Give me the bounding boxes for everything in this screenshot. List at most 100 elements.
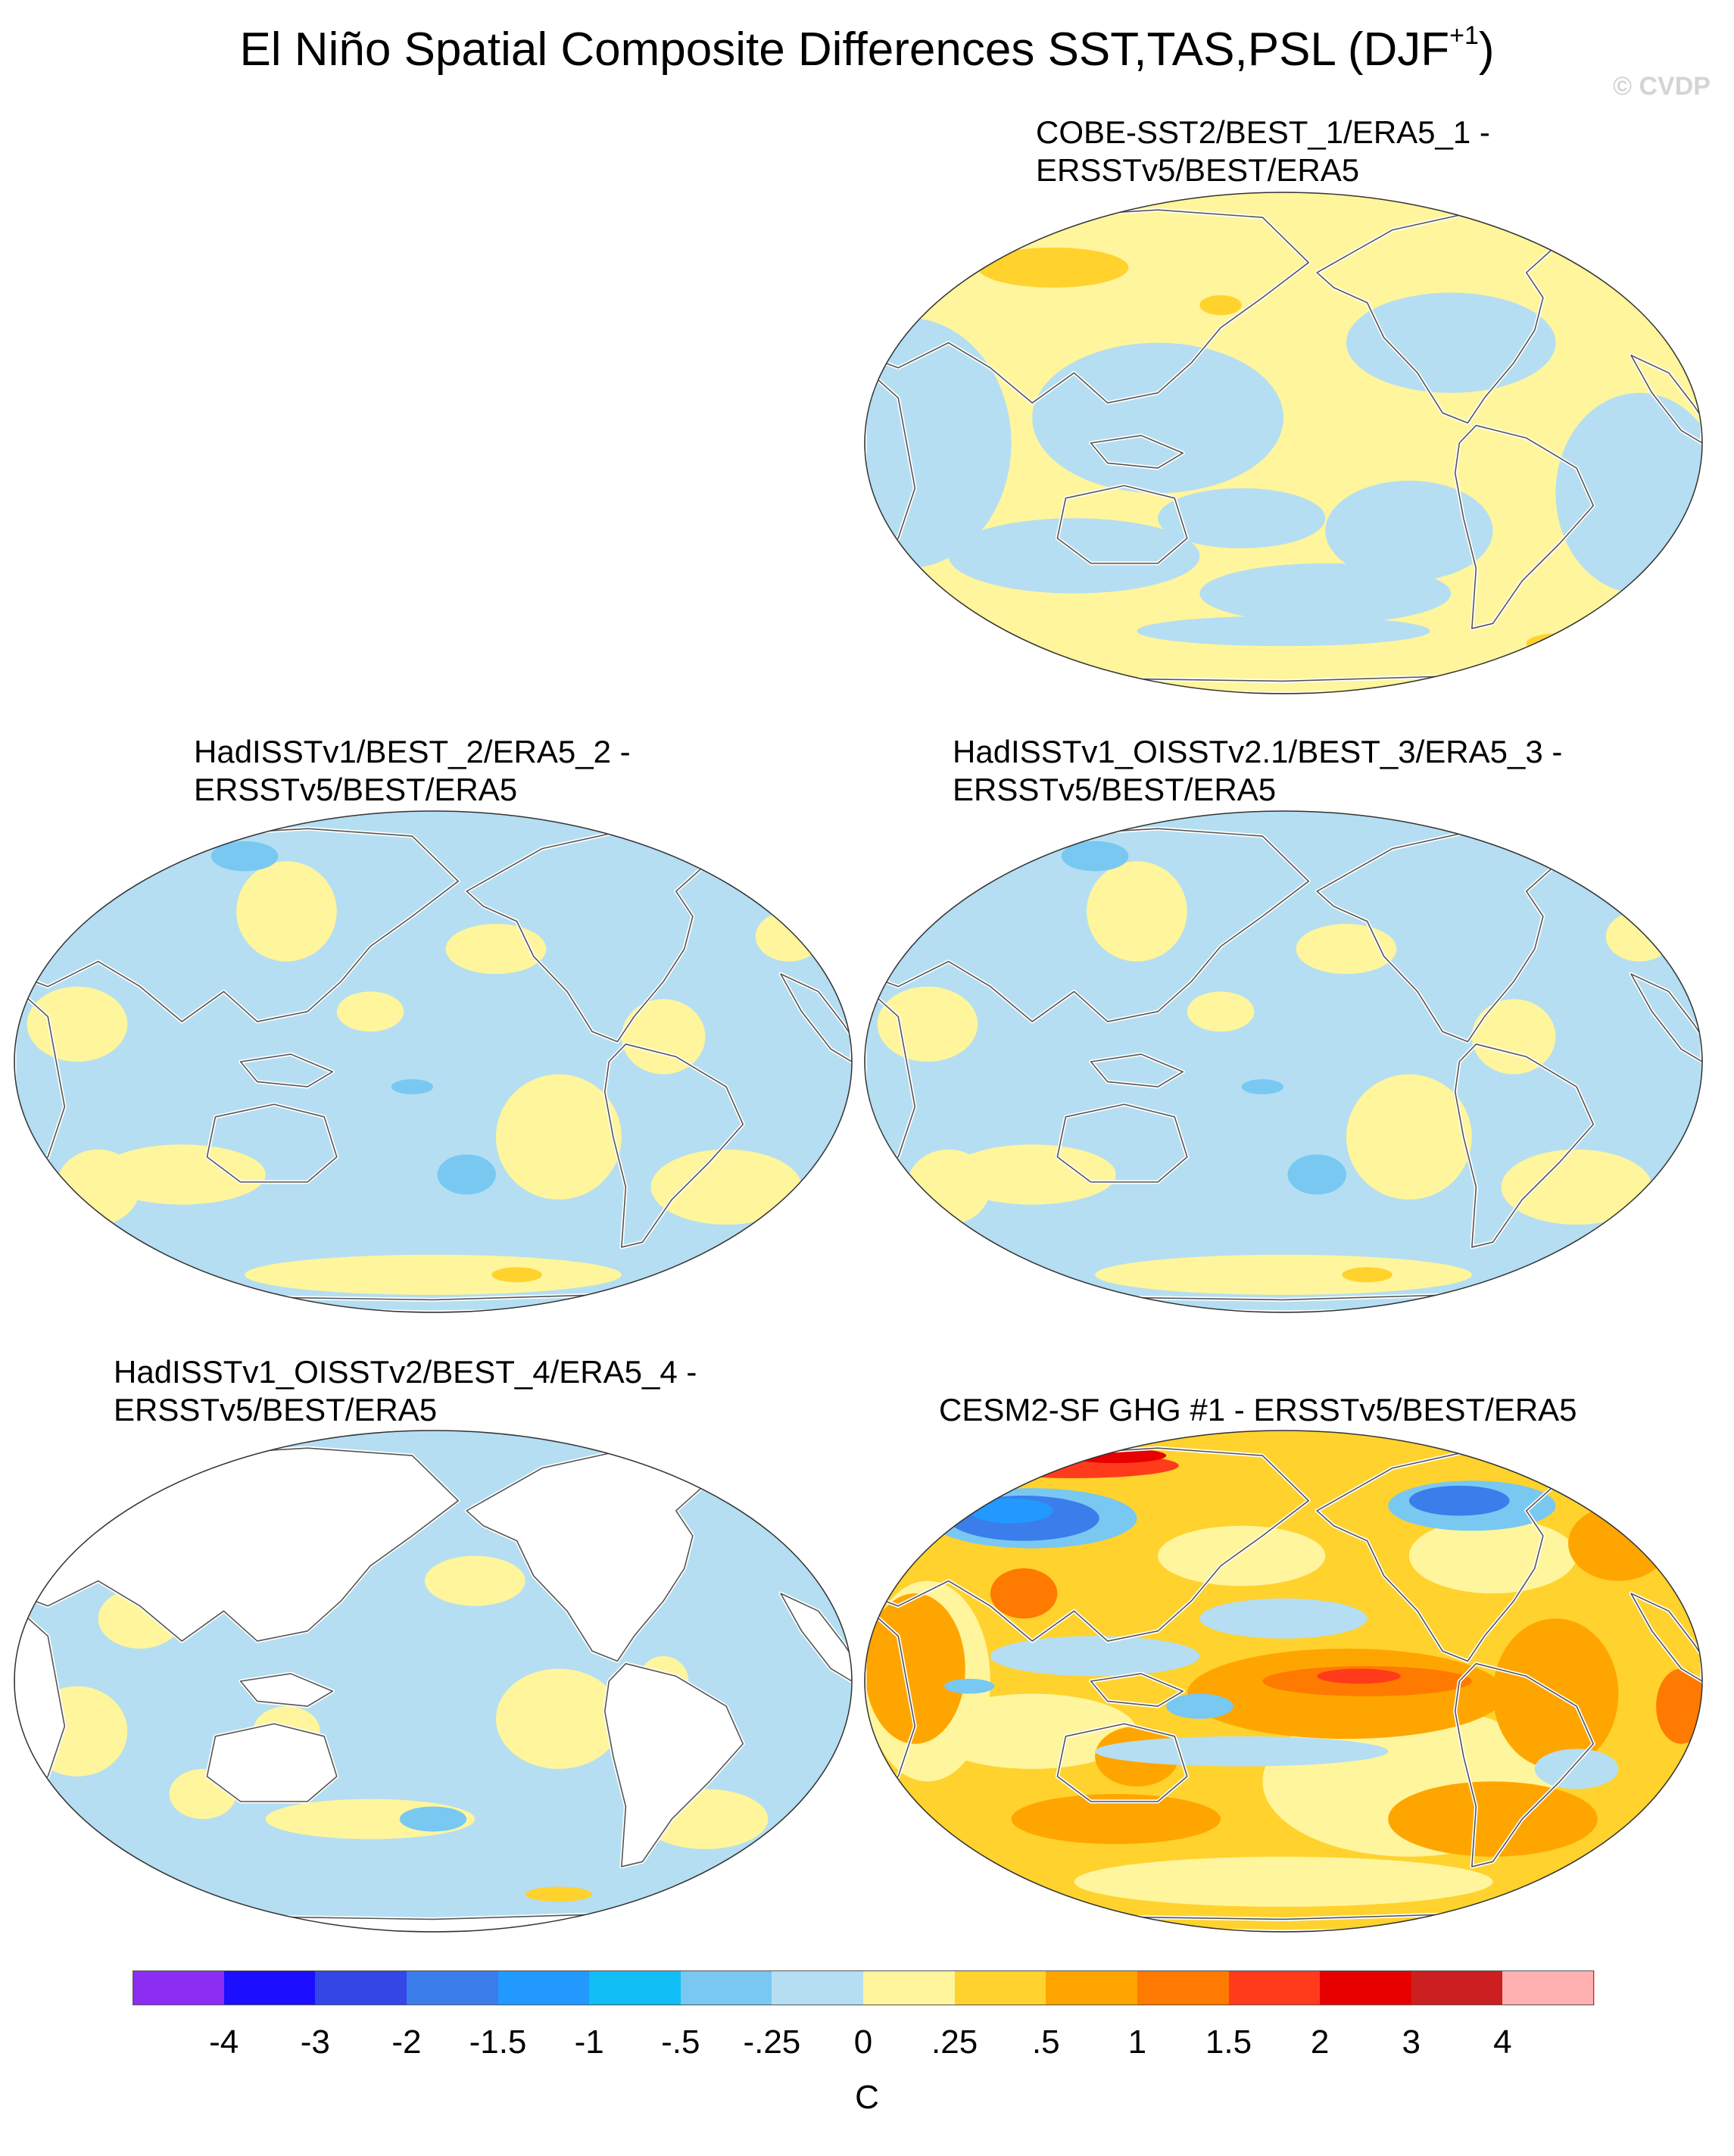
map-panel-1 — [864, 192, 1703, 694]
anomaly-patch — [1095, 1736, 1389, 1767]
map-field — [865, 192, 1702, 694]
colorbar-frame — [133, 1970, 1594, 2005]
colorbar-tick-label: -.5 — [661, 2023, 700, 2061]
anomaly-patch — [399, 1806, 467, 1832]
anomaly-patch — [1656, 1668, 1702, 1744]
colorbar-box — [1046, 1970, 1138, 2005]
anomaly-patch — [1605, 911, 1673, 962]
anomaly-patch — [1199, 1598, 1368, 1639]
colorbar-box — [1411, 1970, 1503, 2005]
anomaly-patch — [1166, 1693, 1233, 1719]
anomaly-patch — [525, 1886, 593, 1902]
anomaly-patch — [1501, 1149, 1652, 1225]
land-outline-eurasia — [14, 1447, 459, 1642]
anomaly-patch — [1388, 1781, 1598, 1857]
colorbar-box — [772, 1970, 864, 2005]
colorbar-tick-label: 3 — [1402, 2023, 1421, 2061]
land-outline-maritime — [1090, 1053, 1184, 1087]
anomaly-patch — [1087, 861, 1187, 962]
anomaly-patch — [1346, 1074, 1472, 1200]
anomaly-patch — [877, 986, 978, 1062]
map-field — [14, 811, 852, 1312]
anomaly-patch — [445, 923, 547, 975]
anomaly-patch — [495, 1074, 622, 1200]
anomaly-patch — [1471, 999, 1556, 1075]
anomaly-patch — [1241, 1079, 1283, 1095]
land-outline-south-america — [1454, 425, 1595, 629]
panel-title-5: CESM2-SF GHG #1 - ERSSTv5/BEST/ERA5 — [939, 1392, 1577, 1427]
colorbar-box — [133, 1970, 225, 2005]
land-outline-australia — [206, 1103, 338, 1183]
colorbar-box — [406, 1970, 498, 2005]
land-outline-south-america — [1454, 1044, 1595, 1248]
anomaly-patch — [437, 1154, 496, 1195]
colorbar-box — [1502, 1970, 1595, 2005]
anomaly-patch — [969, 1498, 1053, 1524]
land-outline-australia — [1056, 1723, 1188, 1802]
anomaly-patch — [98, 1144, 266, 1205]
land-outline-australia-halo — [204, 1721, 339, 1804]
land-outline-south-america — [603, 1044, 744, 1248]
colorbar-tick-label: .25 — [931, 2023, 978, 2061]
anomaly-patch — [1074, 1856, 1493, 1907]
land-outline-south-america — [1454, 1663, 1595, 1867]
land-outline-maritime — [239, 1673, 334, 1707]
land-outline-australia — [206, 1723, 338, 1802]
land-outline-africa-east — [1630, 354, 1702, 444]
map-border — [14, 1430, 853, 1933]
anomaly-patch — [1296, 923, 1397, 975]
colorbar-box — [315, 1970, 407, 2005]
colorbar-tick-label: -1 — [574, 2023, 604, 2061]
anomaly-patch — [245, 1254, 622, 1295]
colorbar-unit: C — [855, 2079, 879, 2116]
colorbar-box — [497, 1970, 590, 2005]
anomaly-patch — [948, 518, 1200, 594]
colorbar-tick-label: -2 — [391, 2023, 422, 2061]
map-border — [864, 1430, 1703, 1933]
anomaly-patch — [1199, 295, 1242, 316]
colorbar-box — [863, 1970, 956, 2005]
map-panel-2 — [14, 810, 853, 1313]
anomaly-patch — [1534, 1749, 1619, 1789]
anomaly-patch — [1061, 841, 1129, 872]
colorbar-tick-label: -4 — [209, 2023, 239, 2061]
colorbar-box — [1320, 1970, 1412, 2005]
anomaly-patch — [906, 1149, 990, 1225]
land-outline-africa-east — [1630, 973, 1702, 1062]
anomaly-patch — [948, 1144, 1116, 1205]
anomaly-patch — [990, 1636, 1200, 1677]
land-outline-eurasia — [865, 209, 1309, 404]
colorbar-box — [223, 1970, 316, 2005]
map-panel-5 — [864, 1430, 1703, 1933]
land-outline-south-america — [603, 1663, 744, 1867]
anomaly-patch — [944, 1678, 995, 1694]
anomaly-patch — [1408, 1518, 1577, 1594]
anomaly-patch — [1158, 488, 1326, 549]
colorbar-box — [680, 1970, 772, 2005]
anomaly-patch — [990, 1568, 1058, 1619]
anomaly-patch — [621, 999, 706, 1075]
land-outline-australia — [1056, 1103, 1188, 1183]
land-outline-australia — [1056, 485, 1188, 564]
anomaly-patch — [336, 991, 404, 1032]
map-panel-3 — [864, 810, 1703, 1313]
anomaly-patch — [1342, 1267, 1393, 1283]
anomaly-patch — [650, 1149, 802, 1225]
colorbar-tick-label: 1 — [1127, 2023, 1147, 2061]
map-panel-4 — [14, 1430, 853, 1933]
panel-title-4: HadISSTv1_OISSTv2/BEST_4/ERA5_4 - ERSSTv5… — [114, 1354, 697, 1427]
anomaly-patch — [211, 841, 279, 872]
map-base-field — [14, 811, 852, 1312]
map-border — [864, 192, 1703, 694]
anomaly-patch — [27, 986, 128, 1062]
map-border — [14, 810, 853, 1313]
anomaly-patch — [1325, 480, 1493, 582]
anomaly-patch — [978, 247, 1129, 288]
colorbar-tick-label: .5 — [1031, 2023, 1060, 2061]
map-base-field — [865, 811, 1702, 1312]
anomaly-patch — [1317, 1668, 1401, 1684]
anomaly-patch — [927, 1693, 1137, 1769]
land-outline-africa-east — [780, 1593, 852, 1682]
panel-title-1: COBE-SST2/BEST_1/ERA5_1 - ERSSTv5/BEST/ER… — [1036, 114, 1490, 188]
land-outline-africa-east — [780, 973, 852, 1062]
